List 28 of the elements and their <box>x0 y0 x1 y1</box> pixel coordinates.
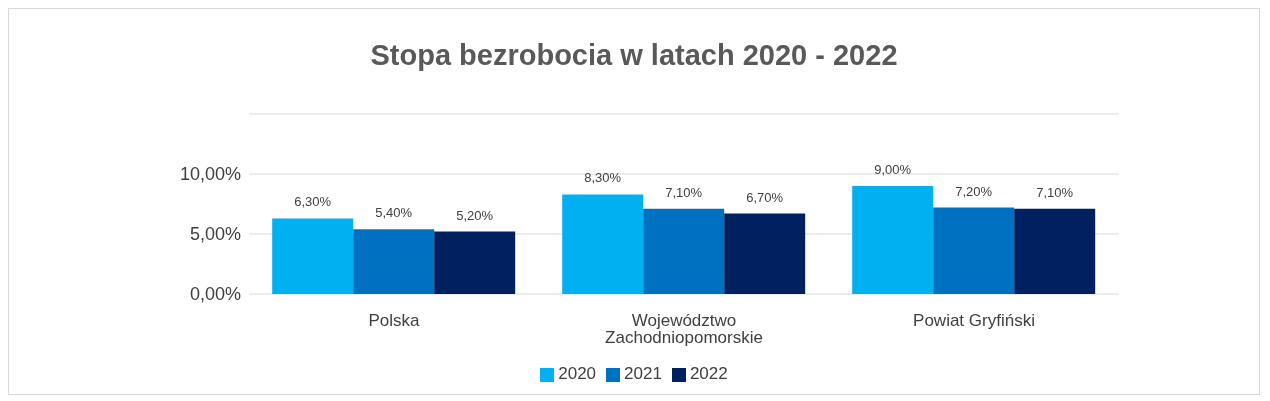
legend-label: 2022 <box>689 364 728 383</box>
bar <box>852 186 934 294</box>
data-label: 6,30% <box>294 194 332 210</box>
bar <box>434 231 516 294</box>
data-label: 6,70% <box>746 189 784 205</box>
bar <box>272 218 354 294</box>
bar <box>724 213 806 294</box>
data-label: 7,10% <box>1036 184 1074 200</box>
x-tick-label: Powiat Gryfiński <box>913 311 1035 331</box>
legend-label: 2020 <box>558 364 597 383</box>
data-label: 9,00% <box>874 162 912 177</box>
x-tick-label: Województwo Zachodniopomorskie <box>605 311 763 348</box>
data-label: 7,20% <box>955 183 993 199</box>
bar <box>1014 208 1096 294</box>
bar <box>562 194 644 294</box>
bar <box>933 207 1015 294</box>
bar <box>353 229 435 294</box>
y-tick-label: 5,00% <box>189 224 241 245</box>
legend-label: 2021 <box>624 364 662 383</box>
y-tick-label: 0,00% <box>189 284 241 305</box>
data-label: 7,10% <box>665 184 703 200</box>
chart-title: Stopa bezrobocia w latach 2020 - 2022 <box>369 39 899 73</box>
x-tick-label: Polska <box>368 311 421 331</box>
data-label: 5,40% <box>375 205 413 221</box>
data-label: 5,20% <box>456 207 494 223</box>
bar <box>643 208 725 294</box>
y-tick-label: 10,00% <box>179 164 241 185</box>
data-label: 8,30% <box>584 170 622 186</box>
